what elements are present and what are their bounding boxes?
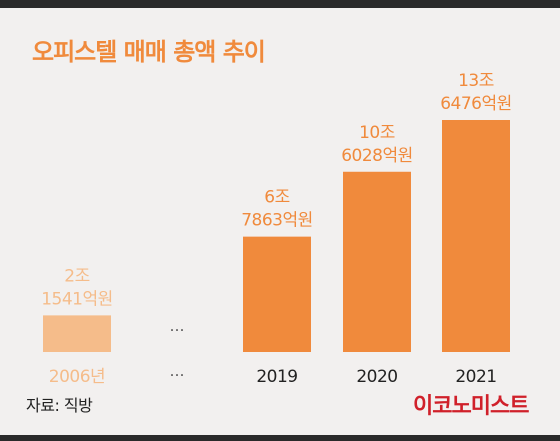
category-label: 2006년 [49, 367, 105, 387]
ellipsis-mark: … [170, 317, 185, 335]
top-border [0, 0, 560, 8]
value-label-top: 2조 [64, 266, 89, 286]
bar [243, 236, 311, 352]
bar [442, 120, 510, 352]
value-label-top: 6조 [264, 188, 289, 208]
category-label: 2019 [256, 367, 297, 387]
value-label-bottom: 1541억원 [41, 289, 113, 309]
value-label-bottom: 6028억원 [341, 146, 413, 166]
economist-logo: 이코노미스트 [413, 394, 529, 419]
bar [43, 315, 111, 352]
value-label-top: 13조 [458, 71, 494, 91]
category-label: 2021 [455, 367, 496, 387]
category-label: 2020 [356, 367, 397, 387]
value-label-bottom: 7863억원 [241, 211, 313, 231]
bottom-border [0, 435, 560, 441]
bar [343, 171, 411, 352]
value-label-bottom: 6476억원 [440, 94, 512, 114]
source-note: 자료: 직방 [26, 396, 93, 415]
value-label-top: 10조 [359, 123, 395, 143]
chart-title: 오피스텔 매매 총액 추이 [32, 38, 266, 66]
ellipsis-mark: … [170, 362, 185, 380]
